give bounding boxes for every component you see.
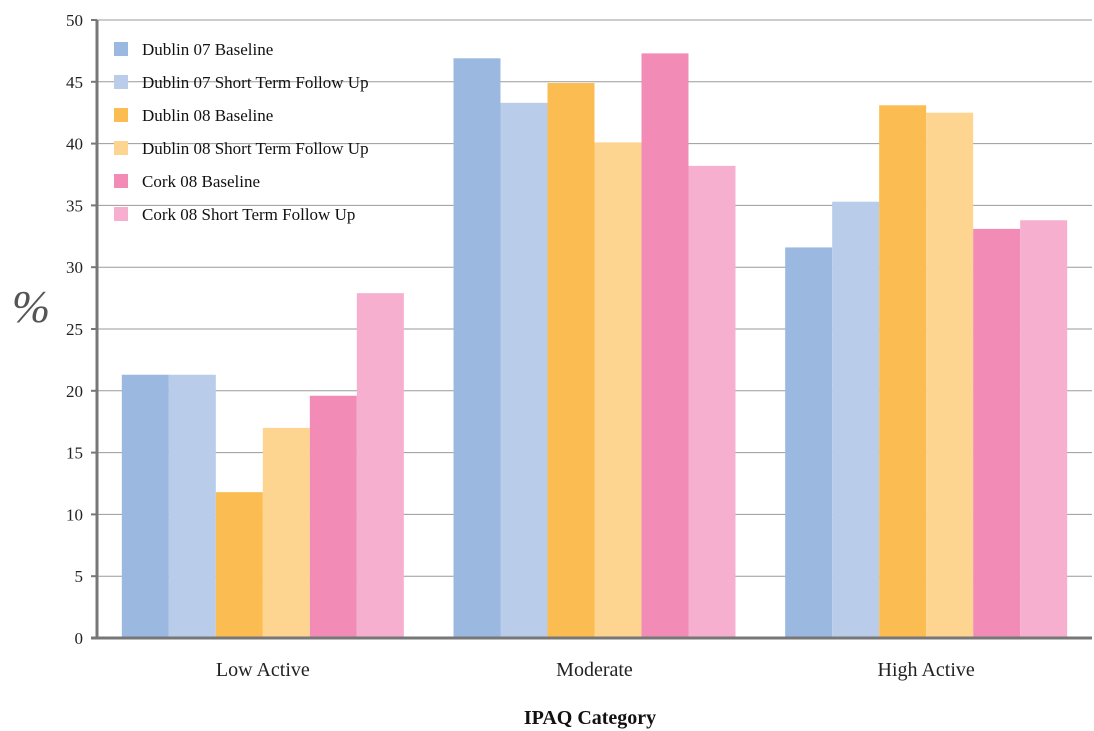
legend-swatch: [114, 42, 128, 56]
bar-2-low-active: [168, 374, 216, 638]
y-tick-label: 45: [66, 73, 83, 92]
legend-label: Cork 08 Short Term Follow Up: [142, 205, 355, 224]
y-tick-label: 5: [75, 567, 84, 586]
legend-swatch: [114, 75, 128, 89]
bar-4-low-active: [262, 427, 310, 638]
x-category-label: High Active: [878, 659, 975, 681]
bar-4-high-active: [926, 112, 974, 638]
x-category-label: Moderate: [556, 659, 633, 681]
y-tick-label: 50: [66, 11, 83, 30]
y-tick-labels: 0 5 10 15 20 25 30 35 40 45 50: [66, 11, 97, 648]
y-tick-label: 25: [66, 320, 83, 339]
bar-5-moderate: [641, 53, 689, 638]
y-tick-label: 20: [66, 382, 83, 401]
axes: [91, 20, 1092, 640]
y-axis-label: %: [12, 281, 50, 332]
bar-3-moderate: [547, 83, 595, 638]
y-tick-label: 30: [66, 258, 83, 277]
bar-5-low-active: [309, 395, 357, 638]
legend-label: Dublin 07 Short Term Follow Up: [142, 73, 369, 92]
bar-1-moderate: [453, 58, 501, 639]
bars: [121, 53, 1068, 639]
bar-3-high-active: [879, 105, 927, 638]
bar-5-high-active: [973, 228, 1021, 638]
bar-2-moderate: [500, 102, 548, 638]
bar-4-moderate: [594, 142, 642, 638]
legend: Dublin 07 Baseline Dublin 07 Short Term F…: [114, 40, 369, 224]
legend-swatch: [114, 108, 128, 122]
bar-6-moderate: [688, 165, 736, 638]
legend-swatch: [114, 207, 128, 221]
legend-label: Dublin 07 Baseline: [142, 40, 273, 59]
x-axis-label: IPAQ Category: [524, 707, 656, 729]
y-tick-label: 15: [66, 444, 83, 463]
legend-label: Dublin 08 Baseline: [142, 106, 273, 125]
y-tick-label: 35: [66, 196, 83, 215]
bar-3-low-active: [215, 492, 263, 638]
legend-swatch: [114, 141, 128, 155]
bar-6-high-active: [1020, 220, 1068, 638]
legend-swatch: [114, 174, 128, 188]
y-tick-label: 40: [66, 135, 83, 154]
y-tick-label: 10: [66, 505, 83, 524]
y-tick-label: 0: [75, 629, 84, 648]
bar-1-low-active: [121, 374, 169, 638]
bar-2-high-active: [832, 201, 880, 638]
legend-label: Cork 08 Baseline: [142, 172, 260, 191]
x-category-label: Low Active: [216, 659, 310, 681]
bar-6-low-active: [356, 293, 404, 638]
bar-1-high-active: [785, 247, 833, 638]
legend-label: Dublin 08 Short Term Follow Up: [142, 139, 369, 158]
category-labels: Low Active Moderate High Active: [216, 659, 975, 681]
